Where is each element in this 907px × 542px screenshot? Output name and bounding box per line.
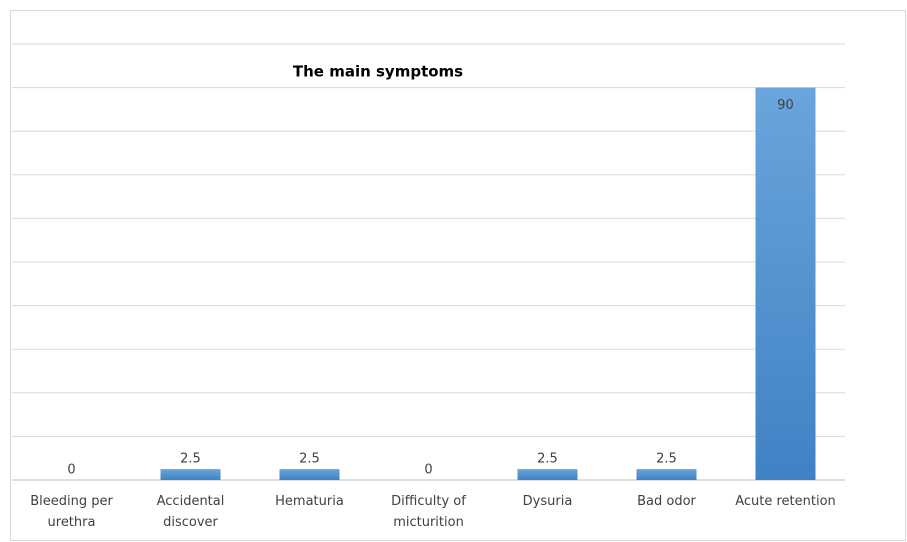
data-label: 2.5	[537, 452, 558, 467]
chart-title: The main symptoms	[293, 63, 463, 81]
x-tick-label: Bad odor	[637, 494, 696, 509]
data-label: 0	[67, 463, 75, 478]
bar	[160, 469, 221, 480]
bar	[636, 469, 697, 480]
x-tick-label: Difficulty of micturition	[391, 494, 466, 530]
data-label: 0	[424, 463, 432, 478]
x-tick-label: Accidental discover	[156, 494, 225, 530]
chart-frame	[10, 10, 906, 541]
data-label: 90	[777, 98, 794, 113]
x-tick-label: Bleeding per urethra	[30, 494, 113, 530]
x-tick-label: Acute retention	[735, 494, 836, 509]
data-label: 2.5	[656, 452, 677, 467]
data-label: 2.5	[180, 452, 201, 467]
data-label: 2.5	[299, 452, 320, 467]
bar	[517, 469, 578, 480]
bar	[279, 469, 340, 480]
bar	[755, 87, 816, 480]
x-tick-label: Hematuria	[275, 494, 344, 509]
x-tick-label: Dysuria	[522, 494, 573, 509]
